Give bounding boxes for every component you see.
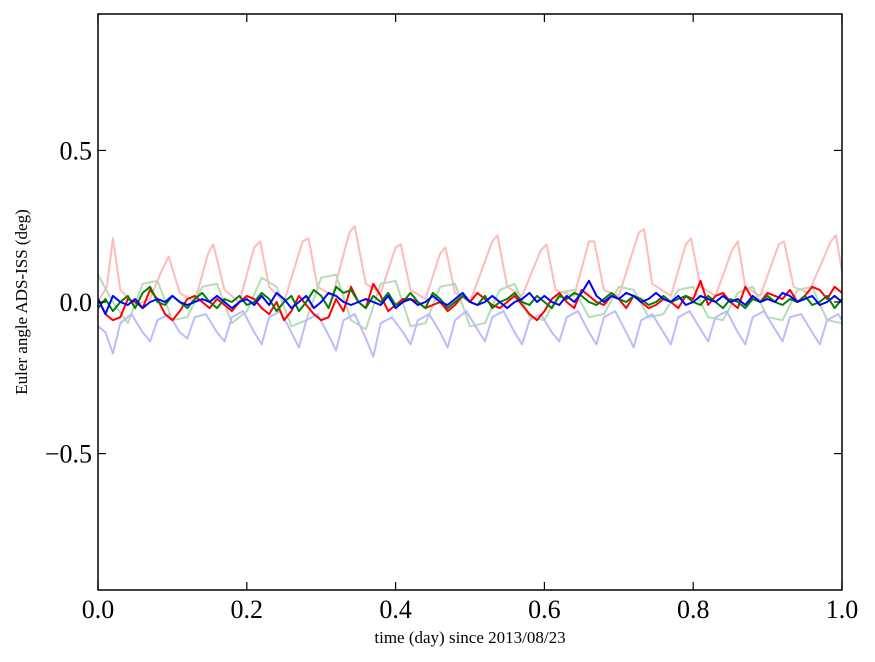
series-line-2 xyxy=(98,310,842,358)
x-tick-label: 0.0 xyxy=(82,595,115,624)
x-tick-label: 0.4 xyxy=(379,595,412,624)
series-layer xyxy=(98,225,842,358)
series-line-0 xyxy=(98,225,842,306)
x-tick-label: 0.2 xyxy=(231,595,264,624)
x-tick-label: 0.8 xyxy=(677,595,710,624)
series-line-5 xyxy=(98,279,842,316)
y-tick-label: 0.5 xyxy=(60,136,93,165)
x-tick-label: 1.0 xyxy=(826,595,859,624)
x-axis-label: time (day) since 2013/08/23 xyxy=(374,628,565,647)
series-line-1 xyxy=(98,273,842,331)
y-tick-label: −0.5 xyxy=(45,440,92,469)
ticks-layer: 0.0 0.2 0.4 0.6 0.8 1.0 −0.5 0.0 0.5 xyxy=(45,14,858,624)
x-tick-label: 0.6 xyxy=(528,595,561,624)
y-axis-label: Euler angle ADS-ISS (deg) xyxy=(12,209,31,395)
y-tick-label: 0.0 xyxy=(60,288,93,317)
